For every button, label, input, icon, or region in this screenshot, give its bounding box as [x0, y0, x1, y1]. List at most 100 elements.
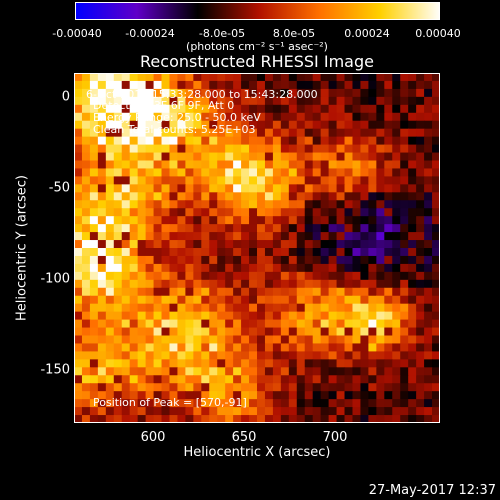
heatmap-cell [280, 192, 290, 201]
heatmap-cell [257, 240, 266, 249]
heatmap-cell [209, 295, 218, 305]
heatmap-cell [296, 383, 306, 392]
heatmap-cell [217, 216, 226, 225]
heatmap-cell [328, 144, 338, 154]
heatmap-cell [304, 144, 314, 154]
heatmap-cell [320, 295, 330, 305]
heatmap-cell [177, 295, 186, 305]
heatmap-cell [368, 112, 377, 122]
heatmap-cell [161, 367, 171, 376]
heatmap-cell [217, 136, 226, 146]
heatmap-cell [336, 176, 346, 185]
heatmap-cell [296, 375, 306, 384]
heatmap-cell [153, 73, 163, 82]
heatmap-cell [81, 351, 91, 360]
heatmap-cell [400, 279, 409, 289]
heatmap-cell [304, 208, 314, 217]
heatmap-cell [153, 407, 163, 416]
heatmap-cell [320, 343, 330, 352]
heatmap-cell [336, 399, 346, 408]
heatmap-cell [392, 311, 401, 321]
heatmap-cell [384, 168, 393, 177]
heatmap-cell [376, 73, 385, 82]
heatmap-cell [113, 327, 123, 337]
heatmap-cell [280, 176, 290, 185]
heatmap-cell [145, 120, 155, 130]
heatmap-cell [137, 351, 147, 360]
heatmap-cell [312, 216, 322, 225]
heatmap-cell [304, 240, 314, 249]
heatmap-cell [177, 200, 186, 209]
heatmap-cell [201, 391, 210, 400]
heatmap-cell [89, 168, 99, 177]
heatmap-cell [400, 407, 409, 416]
heatmap-cell [264, 359, 274, 368]
heatmap-cell [344, 255, 354, 265]
heatmap-cell [288, 319, 298, 329]
heatmap-cell [312, 232, 322, 241]
heatmap-cell [416, 232, 425, 241]
heatmap-cell [424, 263, 433, 273]
heatmap-cell [328, 255, 338, 265]
heatmap-cell [105, 287, 115, 297]
heatmap-cell [424, 168, 433, 177]
heatmap-cell [225, 200, 234, 209]
heatmap-cell [105, 120, 115, 130]
heatmap-cell [376, 192, 385, 201]
heatmap-cell [336, 248, 346, 257]
heatmap-cell [392, 152, 401, 162]
heatmap-cell [137, 295, 147, 305]
heatmap-cell [153, 128, 163, 138]
heatmap-cell [113, 255, 123, 265]
heatmap-cell [233, 375, 242, 384]
heatmap-cell [336, 287, 346, 297]
heatmap-cell [288, 104, 298, 114]
heatmap-cell [81, 232, 91, 241]
heatmap-cell [137, 303, 147, 313]
heatmap-cell [320, 216, 330, 225]
heatmap-cell [217, 208, 226, 217]
heatmap-cell [304, 391, 314, 400]
heatmap-cell [424, 248, 433, 257]
heatmap-cell [113, 383, 123, 392]
heatmap-cell [161, 112, 171, 122]
heatmap-cell [360, 240, 369, 249]
heatmap-cell [153, 80, 163, 90]
heatmap-cell [344, 399, 354, 408]
heatmap-cell [328, 359, 338, 368]
heatmap-cell [424, 311, 433, 321]
heatmap-cell [129, 73, 139, 82]
heatmap-cell [400, 80, 409, 90]
heatmap-cell [217, 104, 226, 114]
heatmap-cell [424, 279, 433, 289]
heatmap-cell [296, 128, 306, 138]
heatmap-cell [408, 279, 417, 289]
heatmap-cell [81, 407, 91, 416]
heatmap-cell [368, 200, 377, 209]
heatmap-cell [312, 120, 322, 130]
heatmap-cell [304, 383, 314, 392]
heatmap-cell [217, 184, 226, 193]
heatmap-cell [424, 160, 433, 170]
heatmap-cell [97, 303, 107, 313]
heatmap-cell [81, 136, 91, 146]
heatmap-cell [249, 287, 258, 297]
heatmap-cell [320, 391, 330, 400]
heatmap-cell [432, 144, 440, 154]
heatmap-cell [89, 303, 99, 313]
heatmap-cell [257, 327, 266, 337]
heatmap-cell [424, 399, 433, 408]
heatmap-cell [113, 160, 123, 170]
heatmap-cell [201, 224, 210, 233]
heatmap-cell [280, 136, 290, 146]
heatmap-cell [304, 120, 314, 130]
heatmap-cell [225, 224, 234, 233]
heatmap-cell [209, 200, 218, 209]
heatmap-cell [193, 343, 202, 352]
heatmap-cell [376, 208, 385, 217]
heatmap-cell [145, 271, 155, 281]
heatmap-cell [185, 343, 194, 352]
heatmap-cell [328, 279, 338, 289]
heatmap-cell [416, 375, 425, 384]
heatmap-cell [185, 73, 194, 82]
